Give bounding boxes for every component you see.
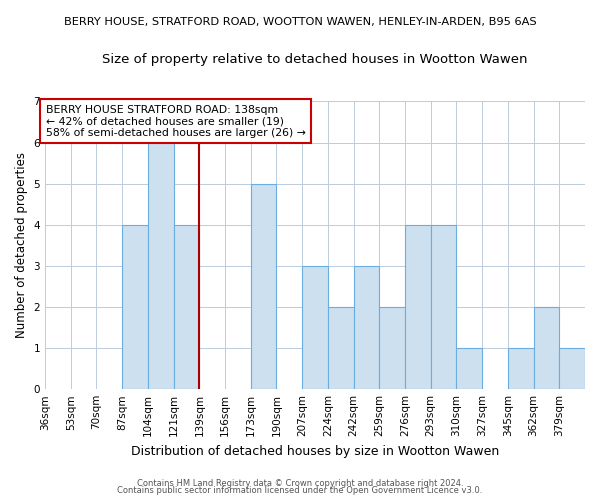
Y-axis label: Number of detached properties: Number of detached properties bbox=[15, 152, 28, 338]
Bar bbox=[431, 224, 457, 389]
Bar bbox=[122, 224, 148, 389]
Text: BERRY HOUSE STRATFORD ROAD: 138sqm
← 42% of detached houses are smaller (19)
58%: BERRY HOUSE STRATFORD ROAD: 138sqm ← 42%… bbox=[46, 104, 305, 138]
Bar bbox=[508, 348, 533, 389]
Bar bbox=[302, 266, 328, 389]
X-axis label: Distribution of detached houses by size in Wootton Wawen: Distribution of detached houses by size … bbox=[131, 444, 499, 458]
Bar bbox=[148, 142, 173, 389]
Bar bbox=[328, 307, 353, 389]
Bar bbox=[251, 184, 277, 389]
Bar bbox=[173, 224, 199, 389]
Bar bbox=[457, 348, 482, 389]
Text: Contains HM Land Registry data © Crown copyright and database right 2024.: Contains HM Land Registry data © Crown c… bbox=[137, 478, 463, 488]
Bar bbox=[379, 307, 405, 389]
Bar bbox=[559, 348, 585, 389]
Text: BERRY HOUSE, STRATFORD ROAD, WOOTTON WAWEN, HENLEY-IN-ARDEN, B95 6AS: BERRY HOUSE, STRATFORD ROAD, WOOTTON WAW… bbox=[64, 18, 536, 28]
Text: Contains public sector information licensed under the Open Government Licence v3: Contains public sector information licen… bbox=[118, 486, 482, 495]
Bar bbox=[405, 224, 431, 389]
Bar bbox=[353, 266, 379, 389]
Title: Size of property relative to detached houses in Wootton Wawen: Size of property relative to detached ho… bbox=[102, 52, 528, 66]
Bar bbox=[533, 307, 559, 389]
